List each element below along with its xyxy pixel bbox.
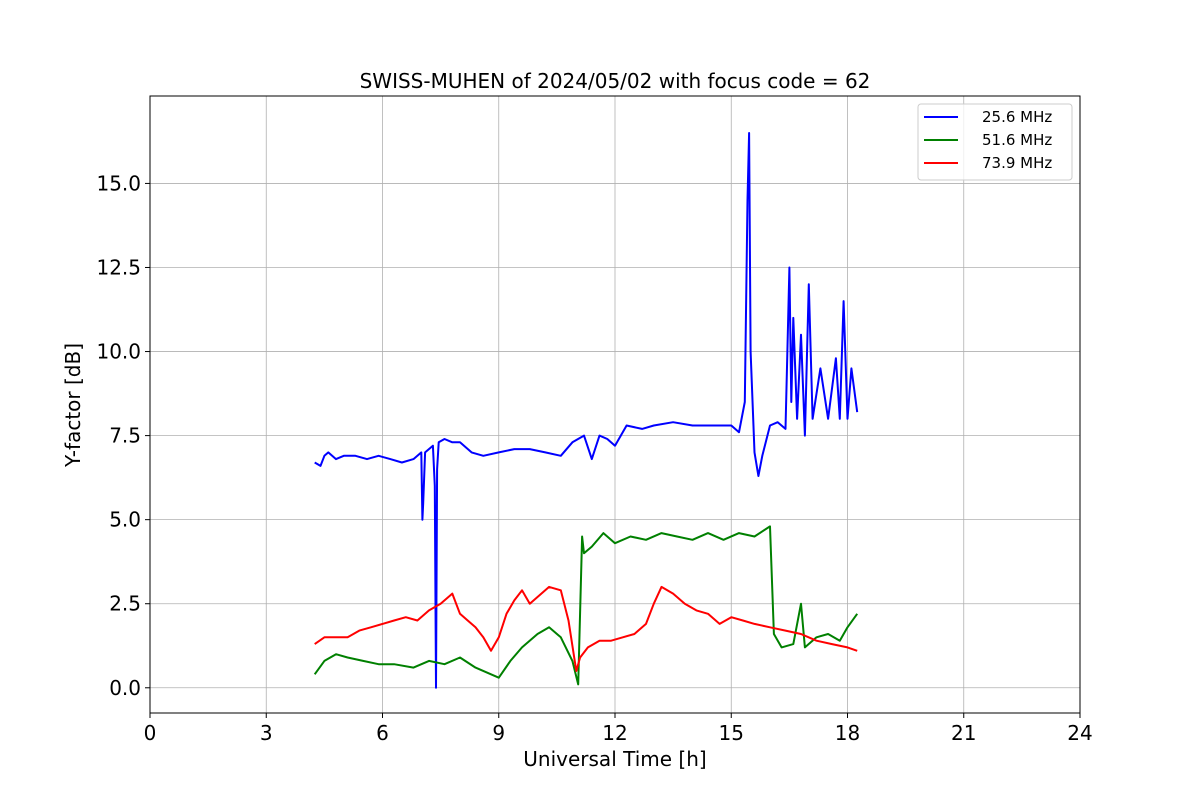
y-tick-label: 0.0 <box>109 676 141 700</box>
legend-label: 25.6 MHz <box>982 108 1052 126</box>
x-tick-label: 21 <box>951 721 976 745</box>
axis-ticks: 0 3 6 9 12 15 18 21 24 0.0 2.5 5.0 7.5 10.0 12.5 15.0 <box>96 171 1092 745</box>
x-tick-label: 0 <box>144 721 157 745</box>
series-line-73-9-mhz <box>314 585 858 672</box>
x-tick-label: 12 <box>602 721 627 745</box>
plot-series <box>313 132 859 689</box>
y-tick-label: 12.5 <box>96 255 141 279</box>
x-axis-label: Universal Time [h] <box>523 747 706 771</box>
y-tick-label: 15.0 <box>96 171 141 195</box>
x-tick-label: 18 <box>835 721 860 745</box>
y-axis-label: Y-factor [dB] <box>61 343 85 468</box>
legend-label: 51.6 MHz <box>982 131 1052 149</box>
y-tick-label: 5.0 <box>109 508 141 532</box>
x-tick-label: 9 <box>492 721 505 745</box>
x-tick-label: 3 <box>260 721 273 745</box>
series-line-25-6-mhz <box>314 132 859 689</box>
x-tick-label: 6 <box>376 721 389 745</box>
x-tick-label: 15 <box>719 721 744 745</box>
y-tick-label: 2.5 <box>109 592 141 616</box>
legend-label: 73.9 MHz <box>982 154 1052 172</box>
y-tick-label: 7.5 <box>109 424 141 448</box>
y-tick-label: 10.0 <box>96 340 141 364</box>
legend: 25.6 MHz 51.6 MHz 73.9 MHz <box>917 103 1073 181</box>
series-line-51-6-mhz <box>313 525 859 686</box>
chart-title: SWISS-MUHEN of 2024/05/02 with focus cod… <box>360 69 871 93</box>
x-tick-label: 24 <box>1067 721 1092 745</box>
legend-box <box>917 103 1073 181</box>
